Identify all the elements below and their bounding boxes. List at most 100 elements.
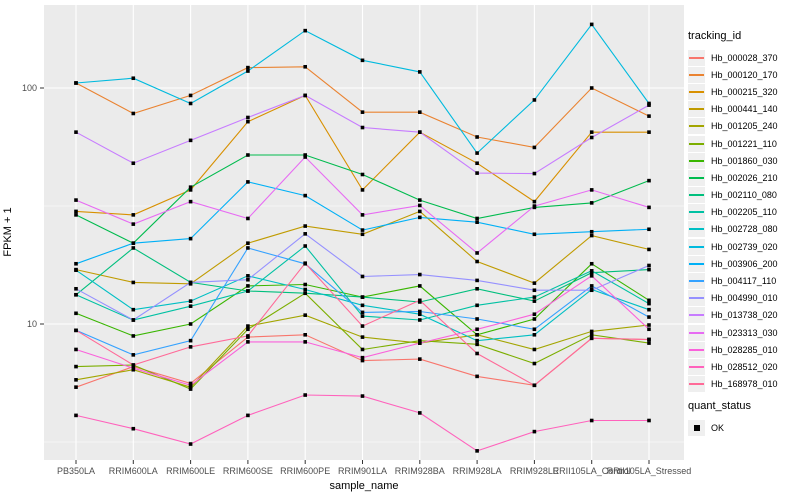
data-point [360,314,365,318]
data-point [647,227,651,232]
legend-key-box [688,307,705,324]
data-point [303,244,307,248]
data-point [418,318,422,322]
data-point [589,332,594,337]
legend-key-box [688,169,705,186]
data-point [246,115,250,120]
quant-status-legend: quant_status OK [688,400,798,436]
data-point [131,280,136,285]
data-point [360,303,365,308]
data-point [246,289,250,293]
data-point [360,58,365,63]
data-point [131,161,136,166]
data-point [647,247,651,252]
data-point [360,355,365,360]
data-point [647,103,651,107]
data-point [532,299,537,303]
data-point [475,259,479,264]
data-point [246,334,250,338]
legend-key-box [688,66,705,83]
legend-item-label: Hb_028285_010 [711,344,778,355]
legend-key-box [688,419,705,436]
legend-key-box [688,49,705,66]
legend-key-line-icon [689,245,704,248]
data-point [532,347,537,352]
data-point [188,138,193,143]
data-point [418,130,422,134]
data-point [532,312,537,317]
data-point [360,394,365,398]
data-point [303,332,307,337]
data-point [246,69,250,73]
legend-item-label: Hb_000120_170 [711,69,778,80]
data-point [418,70,422,74]
data-point [475,449,479,453]
data-point [647,263,651,268]
data-point [589,261,594,266]
data-point [532,232,537,237]
data-point [532,383,537,388]
data-point [360,358,365,363]
data-point [303,93,307,98]
data-point [360,324,365,328]
data-point [475,342,479,347]
data-point [418,209,422,214]
data-point [360,295,365,299]
data-point [647,301,651,306]
data-point [532,327,537,332]
legend-items: Hb_000028_370 Hb_000120_170 Hb_000215_320 H… [688,49,798,393]
x-tick-label: PB350LA [57,466,95,476]
legend-item-Hb_028285_010: Hb_028285_010 [688,341,798,358]
data-point [131,111,136,116]
legend-item-label: Hb_000215_320 [711,86,778,97]
legend-item-Hb_000028_370: Hb_000028_370 [688,49,798,66]
data-point [246,340,250,344]
legend-key-line-icon [689,262,704,265]
legend-key-box [688,238,705,255]
legend-item-label: Hb_168978_010 [711,379,778,390]
data-point [246,284,250,288]
data-point [188,299,193,303]
data-point [418,198,422,202]
x-tick-label: RRIM901LA [338,466,387,476]
data-point [188,101,193,106]
legend-key-box [688,187,705,204]
data-point [74,385,78,389]
data-point [360,310,365,315]
data-point [647,298,651,303]
legend-item-Hb_003906_200: Hb_003906_200 [688,255,798,272]
data-point [418,309,422,314]
data-point [475,351,479,356]
data-point [418,110,422,114]
legend-key-line-icon [689,383,704,386]
data-point [188,322,193,326]
data-point [589,288,594,293]
data-point [303,291,307,296]
legend-item-Hb_023313_030: Hb_023313_030 [688,324,798,341]
legend-item-label: Hb_002739_020 [711,241,778,252]
data-point [589,336,594,341]
legend-item-Hb_001860_030: Hb_001860_030 [688,152,798,169]
y-tick-label: 10 [27,319,37,329]
legend-item-label: Hb_023313_030 [711,327,778,338]
legend-item-Hb_002728_080: Hb_002728_080 [688,221,798,238]
data-point [647,114,651,118]
legend-item-Hb_002205_110: Hb_002205_110 [688,204,798,221]
legend-item-label: Hb_001860_030 [711,155,778,166]
legend-key-line-icon [689,108,704,111]
legend-key-box [688,358,705,375]
legend-key-line-icon [689,73,704,76]
legend-item-Hb_004117_110: Hb_004117_110 [688,272,798,290]
data-point [418,341,422,345]
data-point [303,340,307,344]
data-point [589,201,594,205]
data-point [475,374,479,379]
legend-item-Hb_001205_240: Hb_001205_240 [688,118,798,135]
data-point [589,229,594,234]
legend-item-label: Hb_004117_110 [711,276,777,287]
data-point [303,282,307,287]
legend-key-line-icon [689,176,704,179]
data-point [532,295,537,299]
data-point [418,215,422,220]
data-point [532,288,537,293]
